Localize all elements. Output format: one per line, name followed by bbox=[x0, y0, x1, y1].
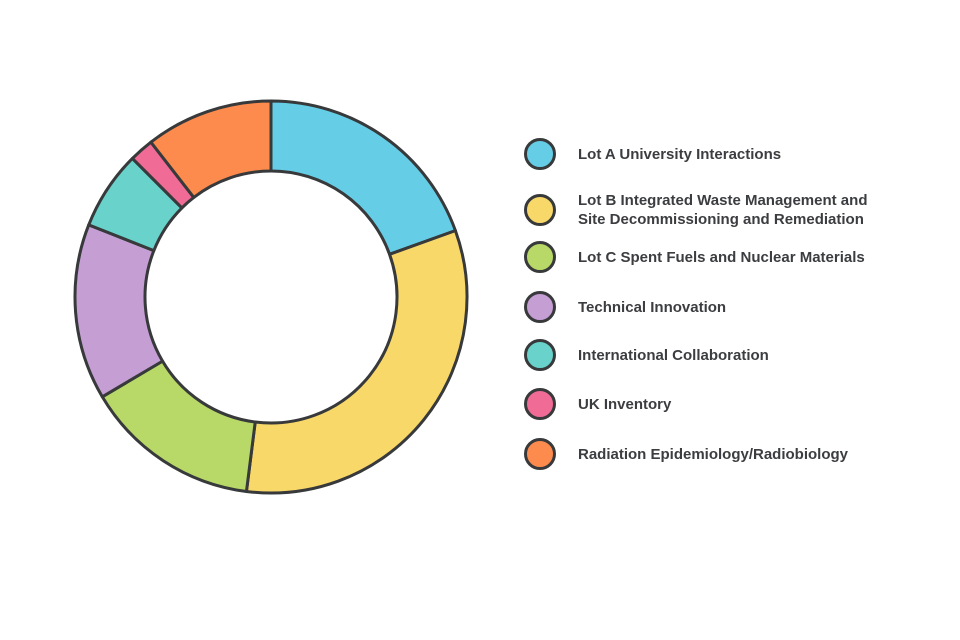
legend-item-international-collaboration[interactable]: International Collaboration bbox=[524, 339, 769, 371]
legend-label: International Collaboration bbox=[578, 346, 769, 364]
legend-swatch bbox=[524, 291, 556, 323]
legend-swatch bbox=[524, 438, 556, 470]
legend-label: Lot A University Interactions bbox=[578, 145, 782, 163]
legend-swatch bbox=[524, 194, 556, 226]
legend-item-lot-a[interactable]: Lot A University Interactions bbox=[524, 138, 781, 170]
legend-item-lot-c[interactable]: Lot C Spent Fuels and Nuclear Materials bbox=[524, 241, 865, 273]
legend-label: Technical Innovation bbox=[578, 298, 727, 316]
legend-item-technical-innovation[interactable]: Technical Innovation bbox=[524, 291, 726, 323]
legend-swatch bbox=[524, 339, 556, 371]
legend-swatch bbox=[524, 388, 556, 420]
legend-label: UK Inventory bbox=[578, 395, 672, 413]
legend-swatch bbox=[524, 241, 556, 273]
legend-label: Lot B Integrated Waste Management and Si… bbox=[578, 191, 867, 229]
legend-item-uk-inventory[interactable]: UK Inventory bbox=[524, 388, 671, 420]
legend-label-line: Site Decommissioning and Remediation bbox=[578, 211, 864, 228]
legend-label-line: Lot B Integrated Waste Management and bbox=[578, 192, 868, 209]
donut-slice-6[interactable] bbox=[149, 99, 273, 199]
donut-slice-1[interactable] bbox=[244, 229, 469, 495]
legend-swatch bbox=[524, 138, 556, 170]
legend-label: Radiation Epidemiology/Radiobiology bbox=[578, 445, 849, 463]
legend-label: Lot C Spent Fuels and Nuclear Materials bbox=[578, 248, 865, 266]
donut-slice-0[interactable] bbox=[269, 99, 457, 256]
legend-item-radiation-epidemiology[interactable]: Radiation Epidemiology/Radiobiology bbox=[524, 438, 848, 470]
legend-item-lot-b[interactable]: Lot B Integrated Waste Management and Si… bbox=[524, 191, 867, 229]
